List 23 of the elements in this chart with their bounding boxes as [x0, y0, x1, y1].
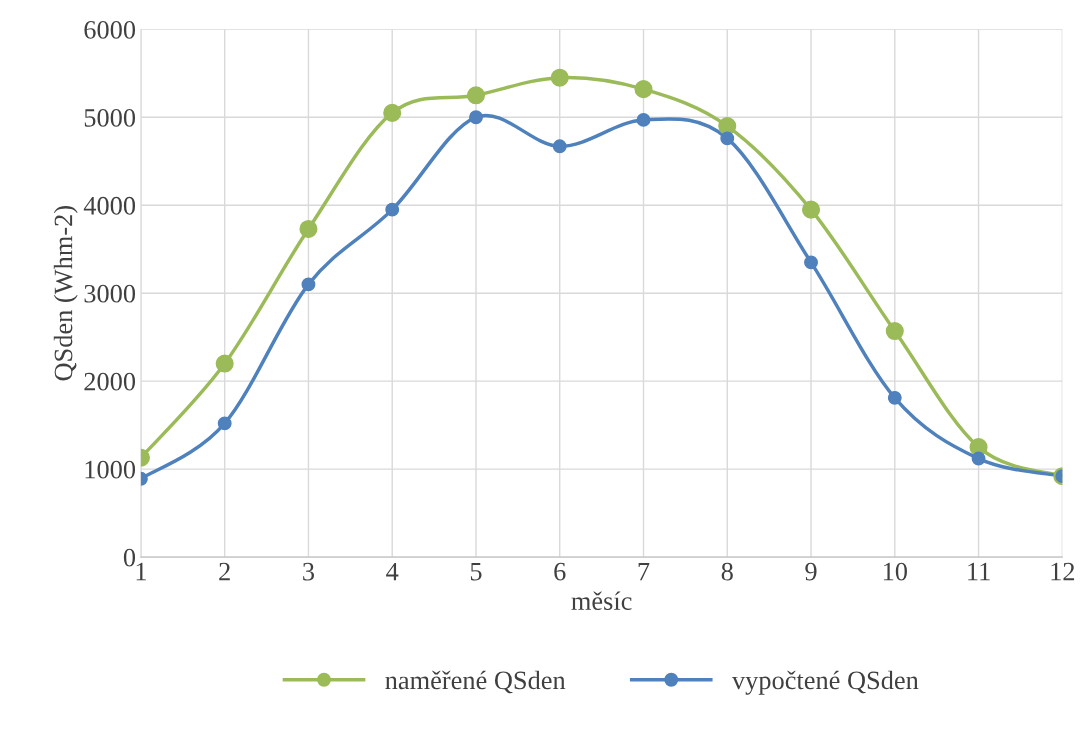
x-tick-label: 7: [638, 562, 650, 581]
x-tick-label: 1: [136, 562, 146, 581]
x-tick-label: 2: [219, 562, 230, 581]
x-tick-label: 5: [470, 562, 482, 581]
x-axis-title: měsíc: [571, 591, 632, 610]
legend-label: vypočtené QSden: [731, 670, 919, 695]
y-tick-label: 3000: [84, 284, 136, 303]
y-tick-label: 6000: [84, 20, 136, 39]
x-tick-label: 11: [968, 562, 990, 581]
x-tick-label: 3: [303, 562, 315, 581]
y-tick-label: 2000: [84, 372, 136, 391]
x-tick-label: 8: [721, 562, 733, 581]
x-tick-label: 9: [805, 562, 817, 581]
x-tick-label: 4: [386, 562, 399, 581]
x-tick-label: 6: [554, 562, 566, 581]
y-tick-label: 0: [123, 548, 136, 567]
y-tick-label: 4000: [83, 196, 136, 215]
x-tick-label: 12: [1051, 562, 1075, 581]
y-tick-label: 1000: [85, 460, 136, 479]
legend-label: naměřené QSden: [385, 670, 566, 694]
x-tick-label: 10: [883, 562, 907, 581]
y-axis-title: QSden (Whm-2): [53, 206, 78, 381]
y-tick-label: 5000: [84, 108, 136, 127]
